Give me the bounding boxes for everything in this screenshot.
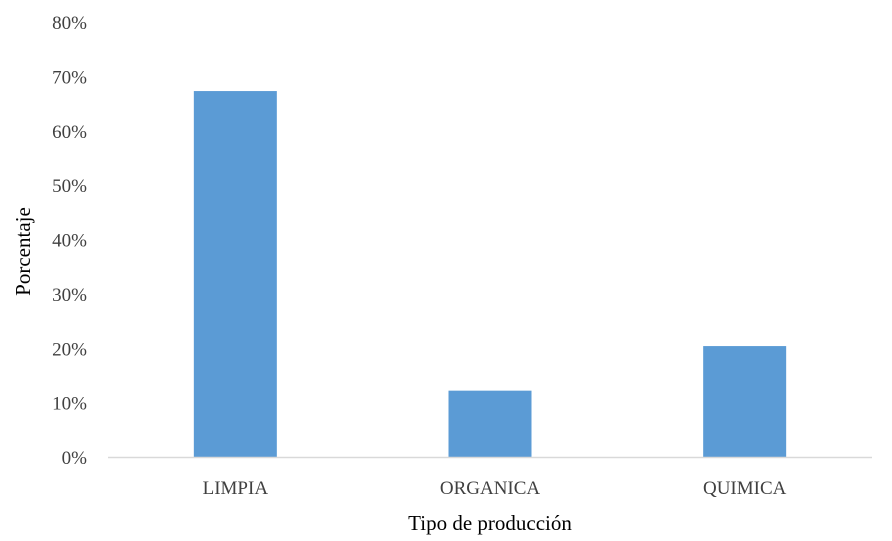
bar-limpia [193, 91, 277, 458]
y-tick-label: 10% [52, 394, 87, 415]
bars-group [193, 91, 787, 458]
x-tick-label: LIMPIA [203, 478, 269, 499]
y-axis-ticks: 0% 10% 20% 30% 40% 50% 60% 70% 80% [52, 13, 87, 469]
y-tick-label: 80% [52, 13, 87, 34]
x-axis-title: Tipo de producción [408, 511, 572, 535]
y-tick-label: 0% [62, 448, 88, 469]
y-tick-label: 20% [52, 339, 87, 360]
bar-organica [448, 390, 532, 457]
bar-quimica [703, 346, 787, 457]
y-tick-label: 50% [52, 176, 87, 197]
y-tick-label: 70% [52, 67, 87, 88]
x-tick-label: ORGANICA [440, 478, 541, 499]
x-tick-label: QUIMICA [703, 478, 787, 499]
y-tick-label: 30% [52, 285, 87, 306]
y-tick-label: 60% [52, 122, 87, 143]
x-axis-ticks: LIMPIA ORGANICA QUIMICA [203, 478, 787, 499]
y-axis-title: Porcentaje [11, 207, 35, 296]
y-tick-label: 40% [52, 231, 87, 252]
